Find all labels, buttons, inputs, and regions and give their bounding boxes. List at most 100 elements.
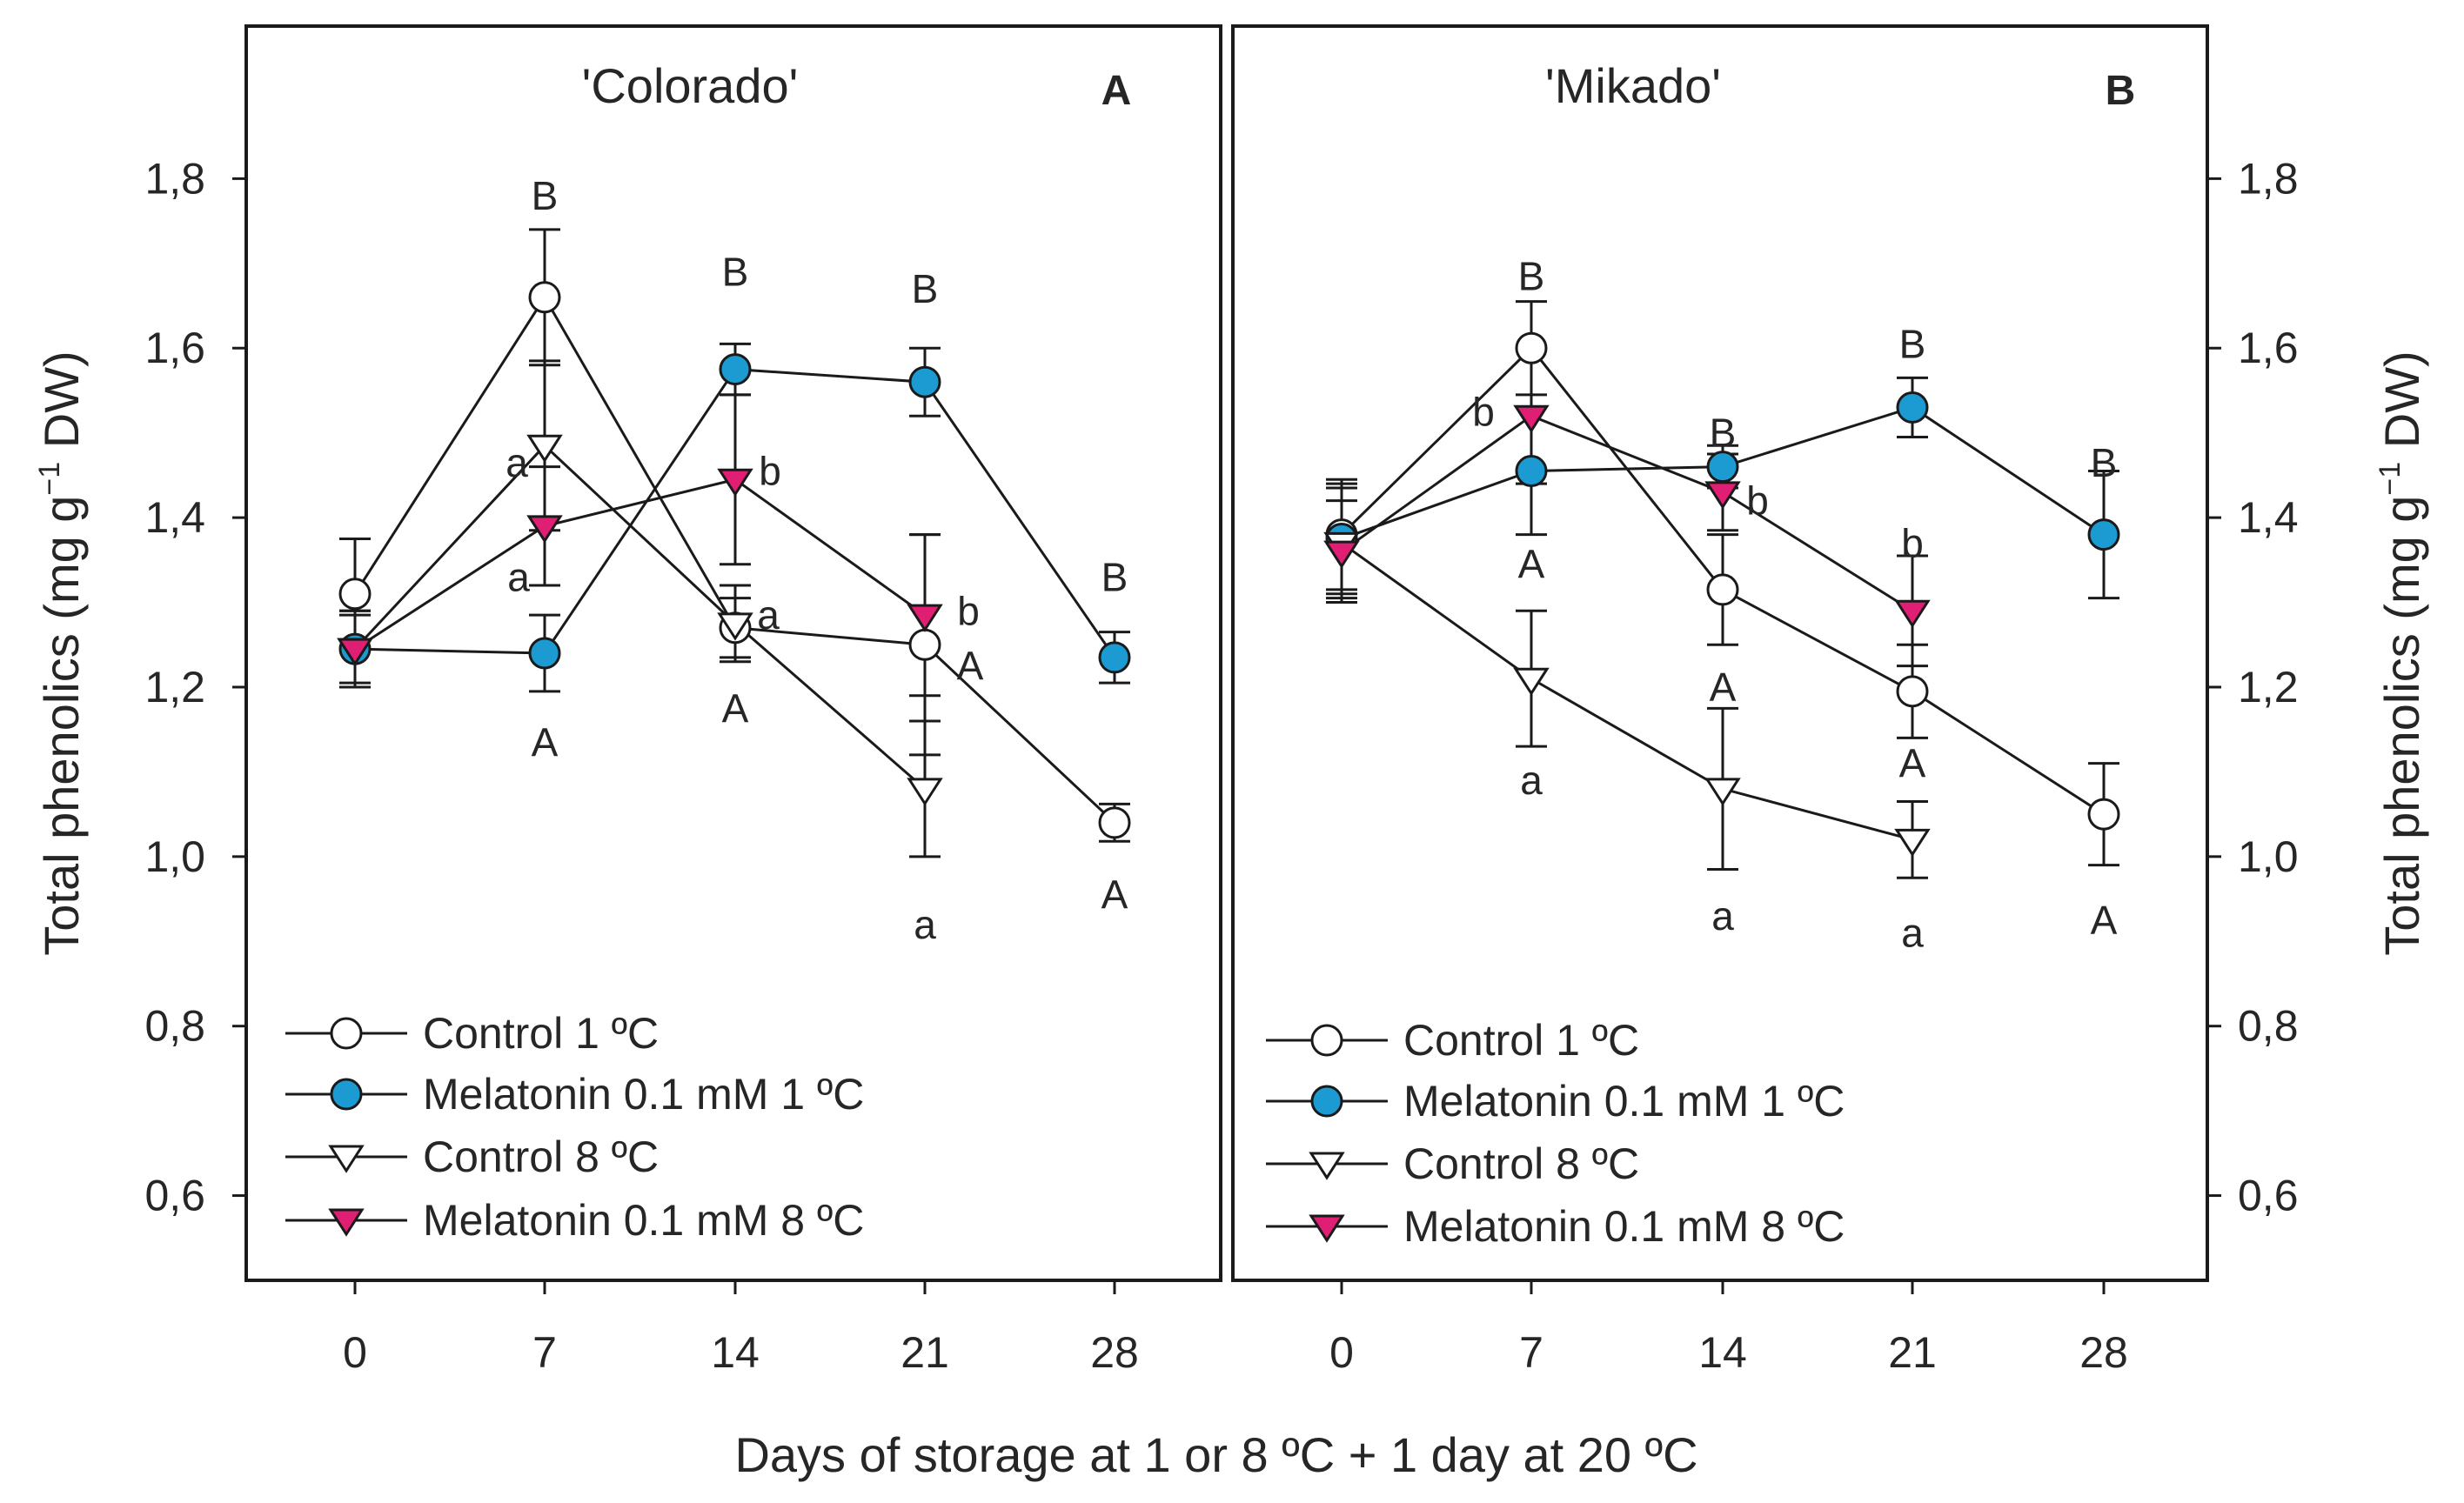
legend-label-control-8c: Control 8 ºC <box>1403 1139 1639 1188</box>
y-axis-title-left: Total phenolics (mg g−1 DW) <box>33 351 89 955</box>
data-point-melatonin-1c <box>908 365 941 398</box>
legend-entry-control-1c: Control 1 ºC <box>1266 1016 1639 1065</box>
y-tick-label-left: 1,4 <box>144 493 205 542</box>
y-axis-title-right-sup: −1 <box>2374 462 2407 496</box>
panel-mikado-title: 'Mikado' <box>1545 58 1721 113</box>
y-tick-label-left: 1,2 <box>144 663 205 711</box>
panel-mikado-ticks <box>1340 177 2221 1294</box>
panel-colorado-series <box>337 228 1131 858</box>
x-tick-label-mikado: 7 <box>1519 1328 1543 1377</box>
data-point-melatonin-8c <box>717 468 753 498</box>
panel-mikado-letter: B <box>2106 68 2136 114</box>
legend-marker-melatonin-1c <box>330 1078 363 1111</box>
legend-label-control-8c: Control 8 ºC <box>423 1132 659 1181</box>
panel-mikado-frame <box>1231 24 2209 1282</box>
y-axis-title-right-tail: DW) <box>2374 351 2429 462</box>
legend-entry-melatonin-8c: Melatonin 0.1 mM 8 ºC <box>1266 1202 1845 1251</box>
significance-label: b <box>1746 478 1769 524</box>
panel-mikado-legend: Control 1 ºC Melatonin 0.1 mM 1 ºC Contr… <box>1266 1016 1845 1251</box>
significance-label: A <box>2091 898 2118 943</box>
data-point-control-8c <box>1894 828 1931 858</box>
significance-label: a <box>507 554 530 599</box>
y-axis-title-right-main: Total phenolics (mg g <box>2374 496 2429 956</box>
significance-label: B <box>722 250 749 295</box>
legend-label-melatonin-1c: Melatonin 0.1 mM 1 ºC <box>423 1070 864 1119</box>
significance-label: B <box>1101 554 1128 599</box>
x-tick-label-colorado: 21 <box>901 1328 949 1377</box>
legend-label-melatonin-1c: Melatonin 0.1 mM 1 ºC <box>1403 1077 1845 1126</box>
x-tick-label-mikado: 0 <box>1329 1328 1354 1377</box>
legend-marker-melatonin-8c <box>328 1208 365 1237</box>
data-point-melatonin-8c <box>526 515 563 544</box>
legend-marker-control-8c <box>328 1145 365 1173</box>
significance-label: b <box>957 588 980 633</box>
data-point-melatonin-8c <box>1513 404 1550 433</box>
legend-marker-control-1c <box>330 1017 363 1050</box>
legend-marker-melatonin-8c <box>1309 1214 1345 1243</box>
data-point-melatonin-8c <box>1894 599 1931 629</box>
series-line-control-8c <box>353 444 926 791</box>
panel-colorado-legend: Control 1 ºC Melatonin 0.1 mM 1 ºC Contr… <box>285 1009 864 1245</box>
y-tick-label-right: 1,0 <box>2238 832 2299 881</box>
significance-label: B <box>1518 253 1545 298</box>
y-tick-label-left: 0,6 <box>144 1172 205 1220</box>
significance-label: B <box>532 173 559 218</box>
y-tick-label-left: 0,8 <box>144 1002 205 1051</box>
y-tick-label-right: 0,6 <box>2238 1172 2299 1220</box>
data-point-melatonin-8c <box>1323 540 1360 569</box>
y-tick-label-right: 1,6 <box>2238 324 2299 372</box>
significance-label: a <box>1711 893 1734 939</box>
y-axis-title-left-sup: −1 <box>33 462 66 496</box>
significance-label: A <box>722 685 749 731</box>
y-axis-title-left-main: Total phenolics (mg g <box>34 496 89 956</box>
significance-label: b <box>1901 520 1924 565</box>
significance-label: B <box>1899 321 1926 366</box>
series-line-melatonin-8c <box>1341 414 1913 612</box>
data-point-melatonin-1c <box>719 353 752 386</box>
series-line-control-8c <box>1341 542 1913 841</box>
panel-mikado-series <box>1323 300 2120 879</box>
legend-entry-control-1c: Control 1 ºC <box>285 1009 659 1058</box>
data-point-control-8c <box>907 778 943 806</box>
x-tick-label-colorado: 28 <box>1090 1328 1139 1377</box>
y-tick-labels-left: 0,6 0,8 1,0 1,2 1,4 1,6 1,8 <box>144 154 205 1219</box>
data-point-melatonin-8c <box>1704 481 1741 510</box>
data-point-melatonin-1c <box>1896 391 1929 424</box>
data-point-control-1c <box>1896 675 1929 708</box>
y-tick-label-right: 1,2 <box>2238 663 2299 711</box>
series-line-melatonin-8c <box>354 478 926 651</box>
data-point-control-1c <box>2087 798 2120 831</box>
significance-label: B <box>1710 411 1737 456</box>
data-point-melatonin-8c <box>907 604 943 632</box>
data-point-melatonin-1c <box>1098 641 1131 674</box>
significance-label: A <box>1899 741 1926 786</box>
legend-label-melatonin-8c: Melatonin 0.1 mM 8 ºC <box>1403 1202 1845 1251</box>
data-point-melatonin-8c <box>337 638 373 666</box>
panel-colorado-letter: A <box>1101 68 1132 114</box>
x-tick-label-mikado: 28 <box>2079 1328 2128 1377</box>
y-tick-label-right: 0,8 <box>2238 1002 2299 1051</box>
y-tick-label-left: 1,8 <box>144 154 205 203</box>
x-tick-label-colorado: 14 <box>711 1328 760 1377</box>
significance-label: b <box>1472 389 1495 434</box>
legend-entry-melatonin-1c: Melatonin 0.1 mM 1 ºC <box>1266 1077 1845 1126</box>
x-tick-labels: 0 7 14 21 28 0 7 14 21 28 <box>343 1328 2128 1377</box>
data-point-melatonin-1c <box>1706 451 1739 484</box>
panel-mikado: 'Mikado' B Bb Aa Bb Aa Bb Aa B A Control 1 ºC M… <box>1231 24 2221 1294</box>
significance-label: A <box>957 644 984 689</box>
data-point-melatonin-1c <box>2087 518 2120 551</box>
data-point-control-1c <box>1515 331 1548 364</box>
legend-marker-control-8c <box>1309 1152 1345 1180</box>
legend-label-control-1c: Control 1 ºC <box>423 1009 659 1058</box>
legend-marker-melatonin-1c <box>1310 1085 1343 1118</box>
y-tick-label-right: 1,8 <box>2238 154 2299 203</box>
y-tick-label-left: 1,6 <box>144 324 205 372</box>
significance-label: a <box>506 440 528 485</box>
data-point-control-8c <box>1704 778 1741 806</box>
significance-label: b <box>759 449 781 494</box>
significance-label: a <box>914 902 936 947</box>
panel-colorado-frame <box>244 24 1222 1282</box>
